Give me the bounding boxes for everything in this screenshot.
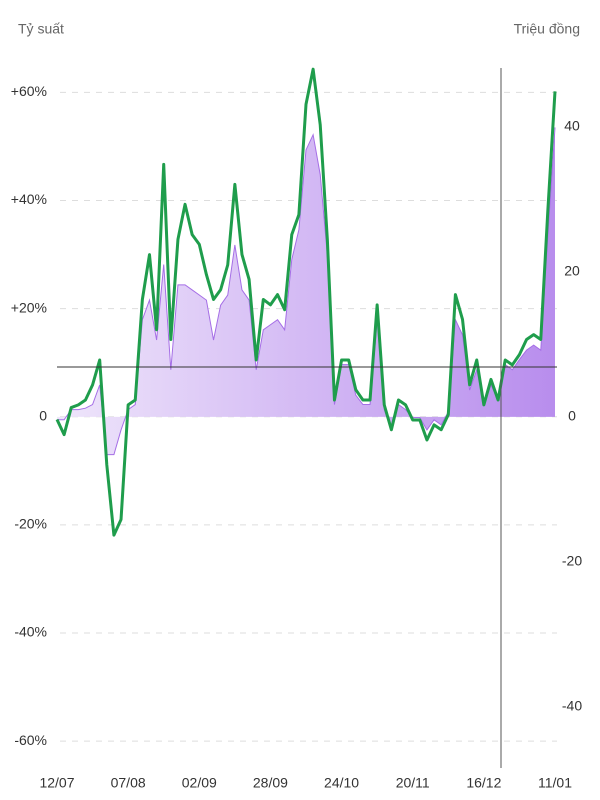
y-tick-label: +20% xyxy=(11,299,47,315)
x-tick-label: 16/12 xyxy=(466,775,501,791)
y-tick-label: -20% xyxy=(14,516,47,532)
x-tick-label: 12/07 xyxy=(39,775,74,791)
x-tick-label: 02/09 xyxy=(182,775,217,791)
x-tick-label: 20/11 xyxy=(396,775,430,791)
x-tick-label: 28/09 xyxy=(253,775,288,791)
x-tick-label: 24/10 xyxy=(324,775,359,791)
y-tick-label: +60% xyxy=(11,83,47,99)
y-tick-label: 0 xyxy=(39,407,47,423)
y2-tick-label: 20 xyxy=(564,263,580,279)
x-tick-label: 11/01 xyxy=(538,775,572,791)
plot-area xyxy=(55,67,557,742)
y2-tick-label: 40 xyxy=(564,117,580,133)
y2-tick-label: -40 xyxy=(562,698,582,714)
y2-tick-label: 0 xyxy=(568,408,576,424)
y-tick-label: -60% xyxy=(14,732,47,748)
x-tick-label: 07/08 xyxy=(111,775,146,791)
y2-tick-label: -20 xyxy=(562,553,582,569)
y2-axis-title: Triệu đồng xyxy=(514,21,580,37)
area xyxy=(57,127,555,455)
y-axis-title: Tỷ suất xyxy=(18,21,64,37)
y-tick-label: +40% xyxy=(11,191,47,207)
y-tick-label: -40% xyxy=(14,624,47,640)
line xyxy=(55,67,557,537)
